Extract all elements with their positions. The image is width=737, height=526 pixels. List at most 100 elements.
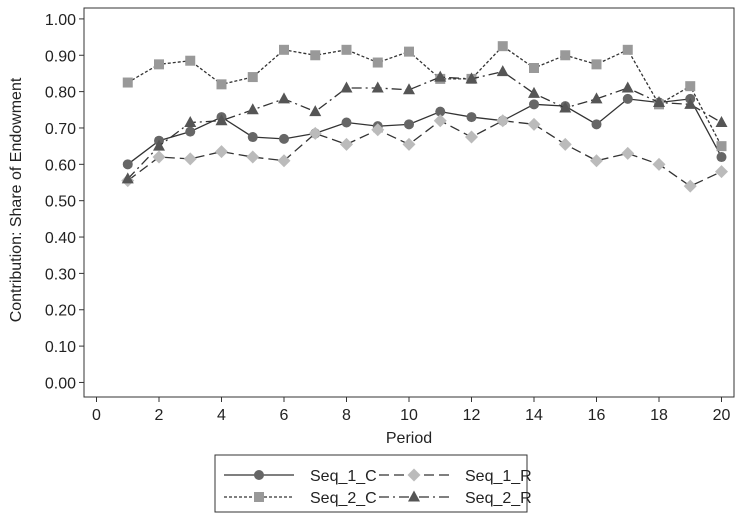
marker	[404, 119, 414, 130]
y-axis-label: Contribution: Share of Endowment	[8, 77, 25, 322]
legend-marker	[407, 468, 421, 482]
x-tick-label: 18	[650, 407, 668, 424]
y-tick-label: 0.30	[45, 266, 76, 283]
marker	[715, 165, 728, 179]
marker	[558, 137, 572, 151]
series-line	[127, 98, 723, 165]
marker	[591, 119, 602, 130]
y-tick-label: 1.00	[45, 12, 76, 29]
y-tick-label: 0.90	[45, 48, 76, 65]
marker	[184, 116, 197, 128]
marker	[529, 99, 539, 110]
marker	[622, 93, 633, 104]
marker	[215, 145, 228, 159]
marker	[404, 46, 414, 57]
marker	[216, 79, 227, 90]
marker	[621, 81, 634, 93]
marker	[590, 92, 603, 104]
marker	[527, 117, 541, 131]
legend-marker	[254, 470, 264, 480]
legend-label: Seq_1_R	[465, 468, 532, 485]
marker	[684, 97, 697, 109]
x-tick-label: 20	[713, 407, 731, 424]
marker	[560, 50, 571, 61]
x-tick-label: 8	[342, 407, 351, 424]
marker	[590, 154, 603, 168]
y-tick-label: 0.40	[45, 230, 76, 247]
x-tick-label: 12	[463, 407, 481, 424]
y-tick-label: 0.80	[45, 85, 76, 102]
marker	[465, 72, 478, 84]
marker	[622, 44, 633, 55]
marker	[122, 159, 133, 170]
marker	[341, 44, 352, 55]
series-line	[127, 70, 722, 180]
marker	[433, 114, 447, 128]
marker	[403, 83, 415, 95]
marker	[715, 116, 728, 128]
marker	[621, 146, 635, 160]
x-axis-label: Period	[386, 430, 432, 447]
marker	[371, 81, 384, 93]
marker	[435, 106, 446, 117]
legend-label: Seq_2_C	[310, 490, 377, 507]
marker	[559, 101, 572, 113]
marker	[309, 105, 322, 117]
x-tick-label: 14	[525, 407, 543, 424]
marker	[215, 114, 228, 126]
marker	[402, 137, 416, 151]
marker	[340, 81, 353, 93]
legend-marker	[254, 492, 264, 502]
marker	[154, 59, 164, 70]
marker	[279, 133, 289, 144]
marker	[247, 72, 258, 83]
x-tick-label: 4	[217, 407, 226, 424]
marker	[528, 86, 540, 98]
marker	[246, 103, 259, 115]
marker	[466, 112, 477, 123]
marker	[685, 81, 696, 92]
marker	[496, 114, 510, 128]
legend-marker	[408, 490, 420, 502]
x-tick-label: 16	[588, 407, 606, 424]
series-line	[127, 45, 723, 147]
y-tick-label: 0.00	[45, 375, 76, 392]
legend-box	[214, 454, 528, 513]
marker	[183, 152, 197, 166]
x-tick-label: 6	[280, 407, 289, 424]
marker	[340, 137, 353, 151]
marker	[308, 126, 322, 140]
marker	[277, 154, 291, 168]
marker	[371, 123, 385, 137]
legend-label: Seq_1_C	[310, 468, 377, 485]
marker	[121, 172, 134, 184]
x-tick-label: 2	[155, 407, 164, 424]
marker	[122, 77, 133, 88]
marker	[246, 150, 260, 164]
marker	[653, 96, 665, 108]
marker	[341, 117, 352, 128]
marker	[434, 70, 447, 82]
marker	[496, 65, 509, 77]
marker	[652, 157, 666, 171]
marker	[591, 59, 602, 70]
y-tick-label: 0.20	[45, 303, 76, 320]
marker	[153, 139, 165, 151]
marker	[279, 44, 289, 55]
x-tick-label: 0	[92, 407, 101, 424]
legend-label: Seq_2_R	[465, 490, 532, 507]
marker	[247, 132, 258, 143]
marker	[716, 141, 727, 152]
y-tick-label: 0.10	[45, 339, 76, 356]
marker	[372, 57, 383, 68]
y-tick-label: 0.60	[45, 157, 76, 174]
marker	[185, 126, 196, 137]
marker	[497, 41, 508, 52]
marker	[716, 152, 727, 163]
marker	[529, 62, 539, 73]
marker	[185, 55, 196, 66]
marker	[278, 92, 290, 104]
marker	[310, 50, 321, 61]
